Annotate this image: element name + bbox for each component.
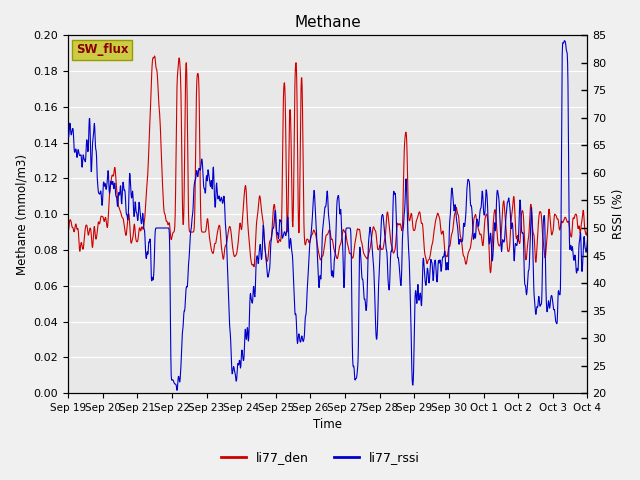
Y-axis label: Methane (mmol/m3): Methane (mmol/m3) <box>15 154 28 275</box>
Legend: li77_den, li77_rssi: li77_den, li77_rssi <box>216 446 424 469</box>
Title: Methane: Methane <box>294 15 361 30</box>
Y-axis label: RSSI (%): RSSI (%) <box>612 189 625 240</box>
Text: SW_flux: SW_flux <box>76 43 128 56</box>
X-axis label: Time: Time <box>313 419 342 432</box>
